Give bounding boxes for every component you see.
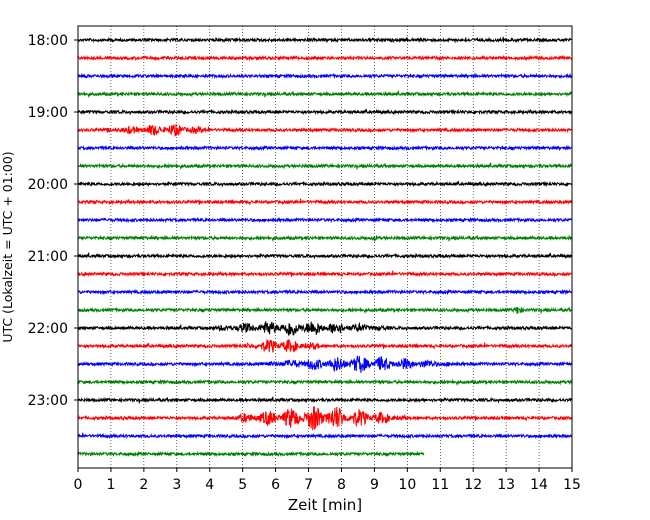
trace-2100 [77, 252, 573, 260]
trace-2045 [77, 234, 573, 243]
y-tick-label: 21:00 [28, 249, 68, 265]
trace-1830 [77, 72, 573, 80]
trace-2145 [77, 306, 572, 314]
y-tick-label: 18:00 [28, 33, 68, 49]
x-tick-label: 8 [337, 477, 346, 493]
x-tick-label: 7 [304, 477, 313, 493]
x-tick-label: 14 [530, 477, 548, 493]
x-axis-label: Zeit [min] [288, 496, 362, 514]
trace-1915 [78, 123, 572, 137]
trace-2015 [77, 198, 573, 206]
x-tick-label: 15 [563, 477, 581, 493]
trace-2115 [77, 270, 572, 278]
plot-frame [77, 25, 573, 469]
trace-2330 [77, 432, 573, 440]
x-tick-label: 0 [74, 477, 83, 493]
trace-2215 [77, 339, 572, 353]
y-tick-label: 23:00 [28, 393, 68, 409]
trace-2345 [77, 450, 425, 458]
trace-1845 [77, 90, 573, 98]
trace-2245 [77, 378, 573, 386]
trace-1945 [77, 162, 572, 170]
y-tick-label: 19:00 [28, 105, 68, 121]
y-tick-label: 20:00 [28, 177, 68, 193]
trace-1930 [77, 144, 572, 152]
x-tick-label: 13 [497, 477, 515, 493]
x-tick-label: 3 [172, 477, 181, 493]
seismic-traces [77, 36, 573, 458]
x-tick-label: 6 [271, 477, 280, 493]
trace-1815 [77, 54, 573, 62]
x-tick-label: 5 [238, 477, 247, 493]
y-axis: 18:00 19:00 20:00 21:00 22:00 23:00 [28, 33, 78, 409]
x-tick-label: 2 [139, 477, 148, 493]
trace-2030 [77, 216, 573, 224]
trace-2130 [77, 288, 573, 296]
x-tick-label: 10 [398, 477, 416, 493]
trace-2300 [77, 396, 573, 404]
x-tick-label: 4 [205, 477, 214, 493]
trace-1800 [77, 36, 572, 44]
x-tick-label: 12 [464, 477, 482, 493]
x-axis: 0 1 2 3 4 5 6 7 8 9 10 11 12 13 14 15 [74, 468, 581, 493]
trace-1900 [77, 108, 573, 116]
y-tick-label: 22:00 [28, 321, 68, 337]
trace-2000 [77, 180, 573, 188]
x-tick-label: 1 [106, 477, 115, 493]
x-tick-label: 9 [370, 477, 379, 493]
y-axis-label: UTC (Lokalzeit = UTC + 01:00) [0, 151, 15, 342]
trace-2200 [77, 321, 573, 336]
trace-2230 [77, 355, 573, 373]
x-tick-label: 11 [431, 477, 449, 493]
trace-2315 [77, 406, 573, 432]
